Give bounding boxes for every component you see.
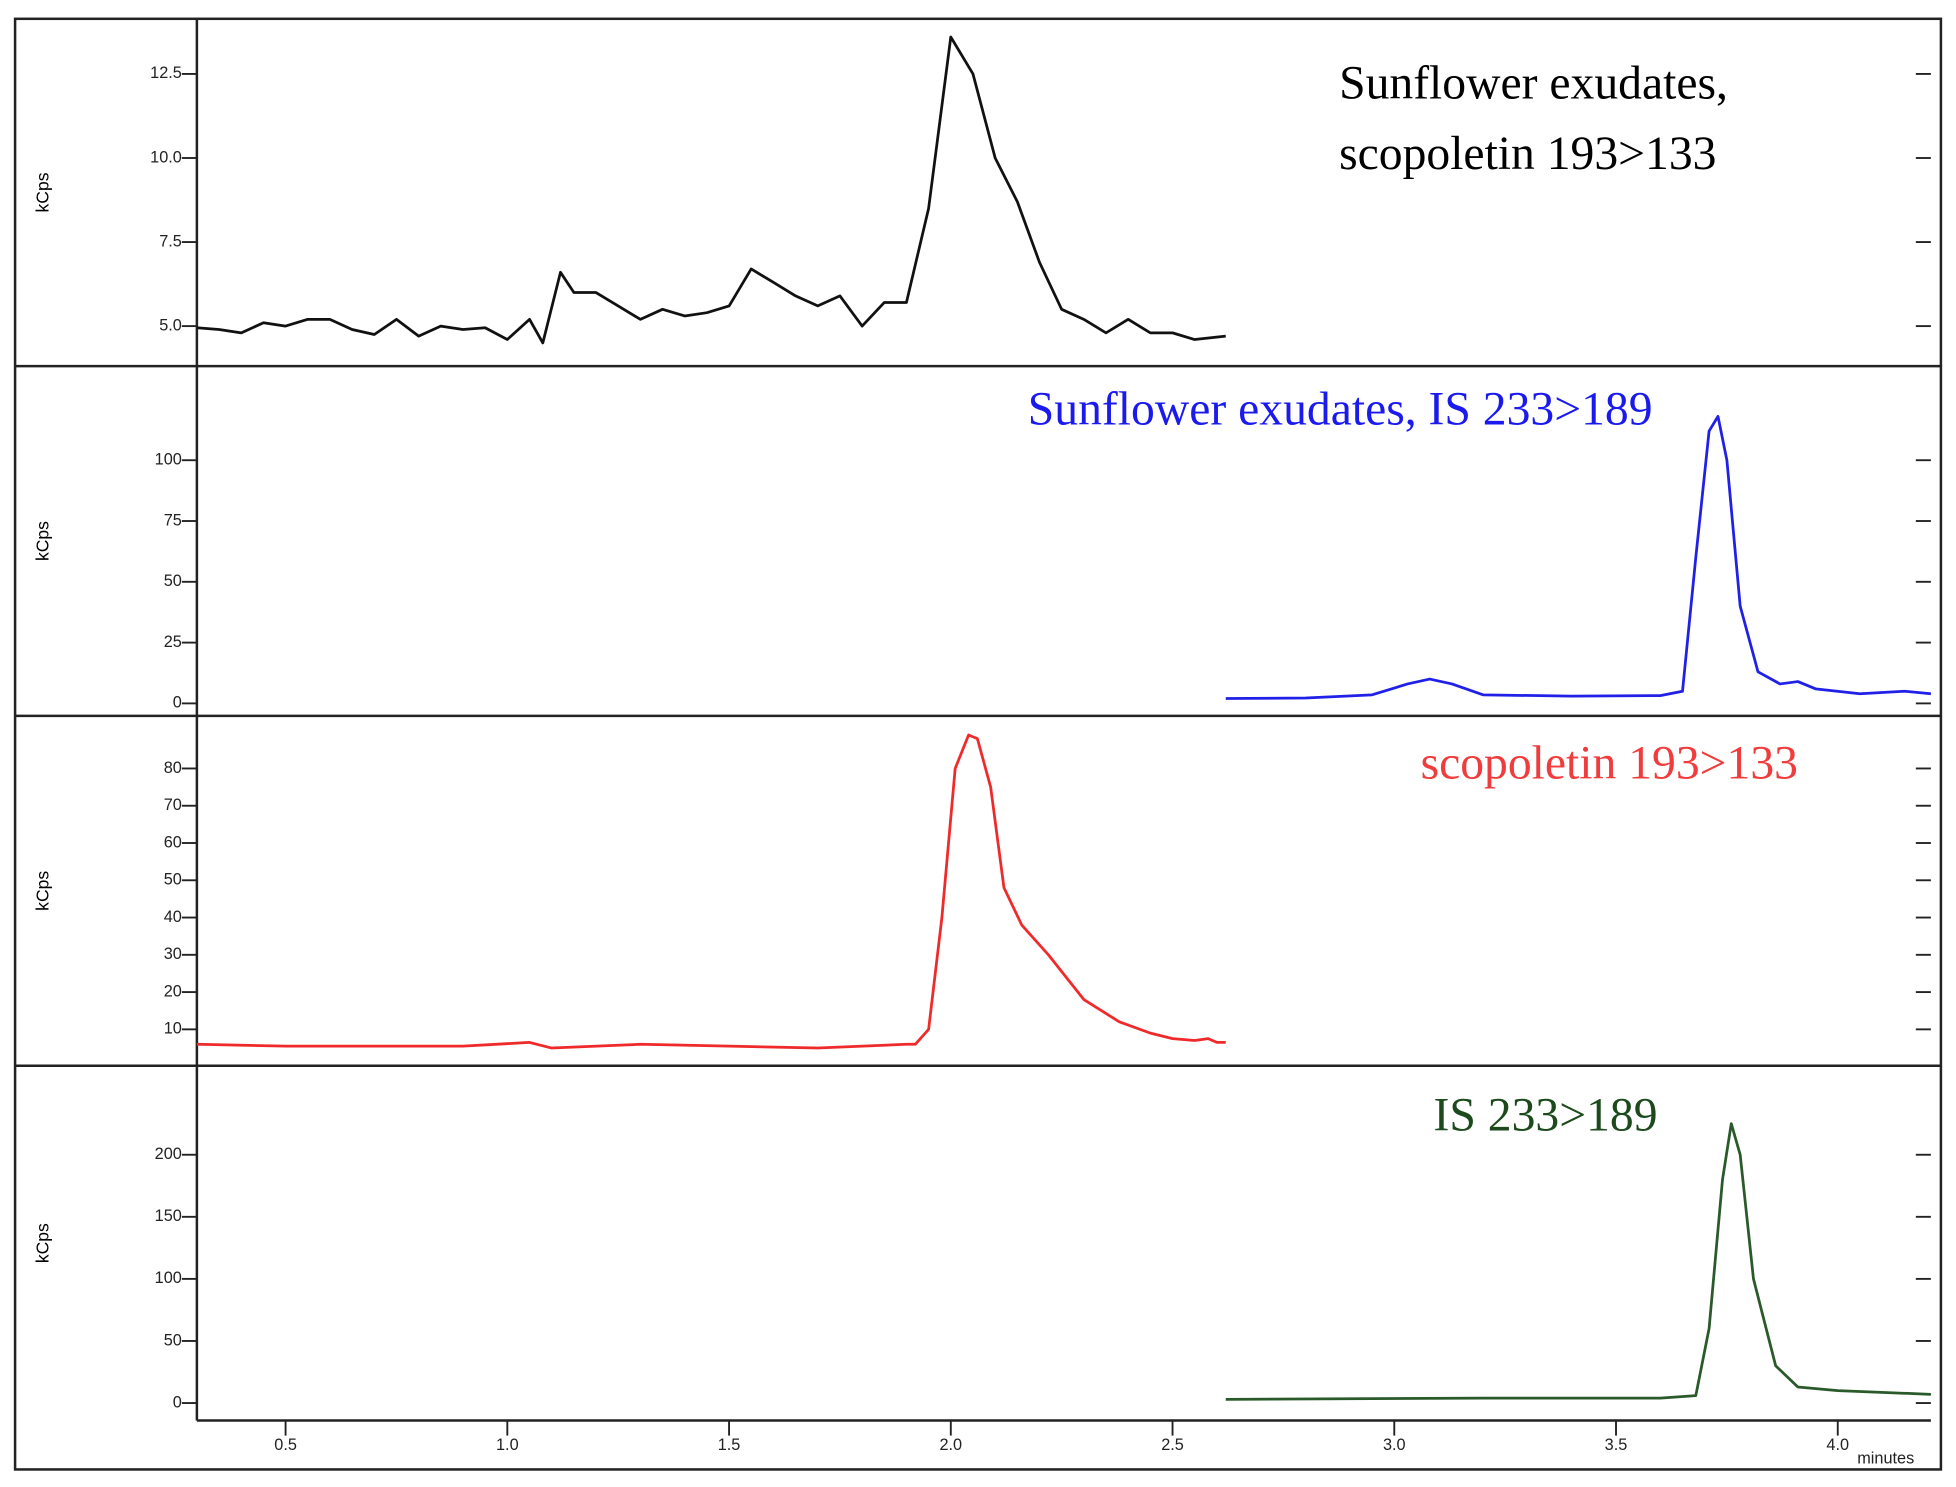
- y-axis-label: kCps: [33, 521, 53, 561]
- x-tick-label: 1.0: [496, 1436, 519, 1454]
- trace: [196, 35, 1226, 345]
- trace-annotation: scopoletin 193>133: [1339, 128, 1716, 180]
- trace-annotation: scopoletin 193>133: [1421, 737, 1798, 789]
- trace: [1225, 415, 1932, 700]
- trace: [1225, 1122, 1931, 1401]
- y-tick-label: 7.5: [159, 232, 182, 250]
- x-tick-label: 3.0: [1383, 1436, 1406, 1454]
- x-tick-label: 0.5: [274, 1436, 297, 1454]
- y-tick-label: 60: [164, 833, 182, 851]
- x-tick-label: 3.5: [1605, 1436, 1628, 1454]
- y-tick-label: 10.0: [150, 148, 182, 166]
- x-tick-label: 1.5: [718, 1436, 741, 1454]
- y-tick-label: 25: [164, 633, 182, 651]
- y-tick-label: 150: [155, 1207, 182, 1225]
- y-tick-label: 100: [155, 451, 182, 469]
- y-tick-label: 80: [164, 759, 182, 777]
- y-axis-label: kCps: [33, 172, 53, 212]
- y-tick-label: 10: [164, 1020, 182, 1038]
- x-tick-label: 2.0: [939, 1436, 962, 1454]
- y-tick-label: 30: [164, 945, 182, 963]
- trace: [196, 733, 1226, 1050]
- y-tick-label: 0: [173, 694, 182, 712]
- trace-annotation: IS 233>189: [1434, 1090, 1658, 1142]
- y-axis-label: kCps: [33, 1223, 53, 1263]
- trace-annotation: Sunflower exudates,: [1339, 58, 1728, 110]
- y-tick-label: 50: [164, 572, 182, 590]
- x-tick-label: 4.0: [1826, 1436, 1849, 1454]
- y-tick-label: 50: [164, 1331, 182, 1349]
- trace-annotation: Sunflower exudates, IS 233>189: [1028, 384, 1653, 436]
- y-axis-label: kCps: [33, 871, 53, 911]
- y-tick-label: 200: [155, 1145, 182, 1163]
- y-tick-label: 100: [155, 1269, 182, 1287]
- y-tick-label: 40: [164, 908, 182, 926]
- y-tick-label: 50: [164, 871, 182, 889]
- y-tick-label: 5.0: [159, 316, 182, 334]
- y-tick-label: 75: [164, 511, 182, 529]
- outer-frame: [13, 17, 1943, 1471]
- y-tick-label: 20: [164, 982, 182, 1000]
- y-tick-label: 12.5: [150, 64, 182, 82]
- x-axis-label: minutes: [1857, 1450, 1914, 1468]
- y-tick-label: 0: [173, 1393, 182, 1411]
- y-tick-label: 70: [164, 796, 182, 814]
- x-tick-label: 2.5: [1161, 1436, 1184, 1454]
